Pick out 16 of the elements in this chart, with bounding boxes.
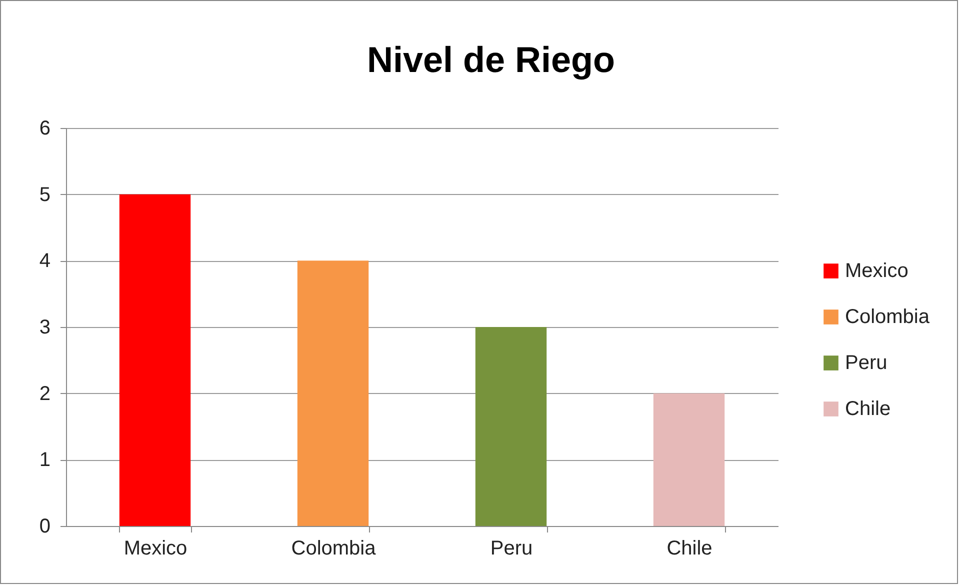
y-tick-label: 6 [39,118,50,140]
x-tick-label: Colombia [291,538,377,560]
y-tick-label: 4 [39,250,50,272]
y-tick-label: 2 [39,382,50,405]
x-tick-label: Mexico [124,538,188,560]
legend-label: Colombia [845,306,930,328]
legend-label: Chile [845,398,891,420]
y-tick-label: 0 [39,516,50,538]
y-tick-label: 5 [39,184,50,206]
x-tick-label: Peru [490,538,533,560]
chart-title: Nivel de Riego [366,39,616,80]
y-tick-label: 3 [39,316,50,338]
legend-label: Peru [845,352,888,374]
y-tick-label: 1 [39,449,50,472]
legend-label: Mexico [845,260,908,282]
x-tick-label: Chile [666,538,712,560]
